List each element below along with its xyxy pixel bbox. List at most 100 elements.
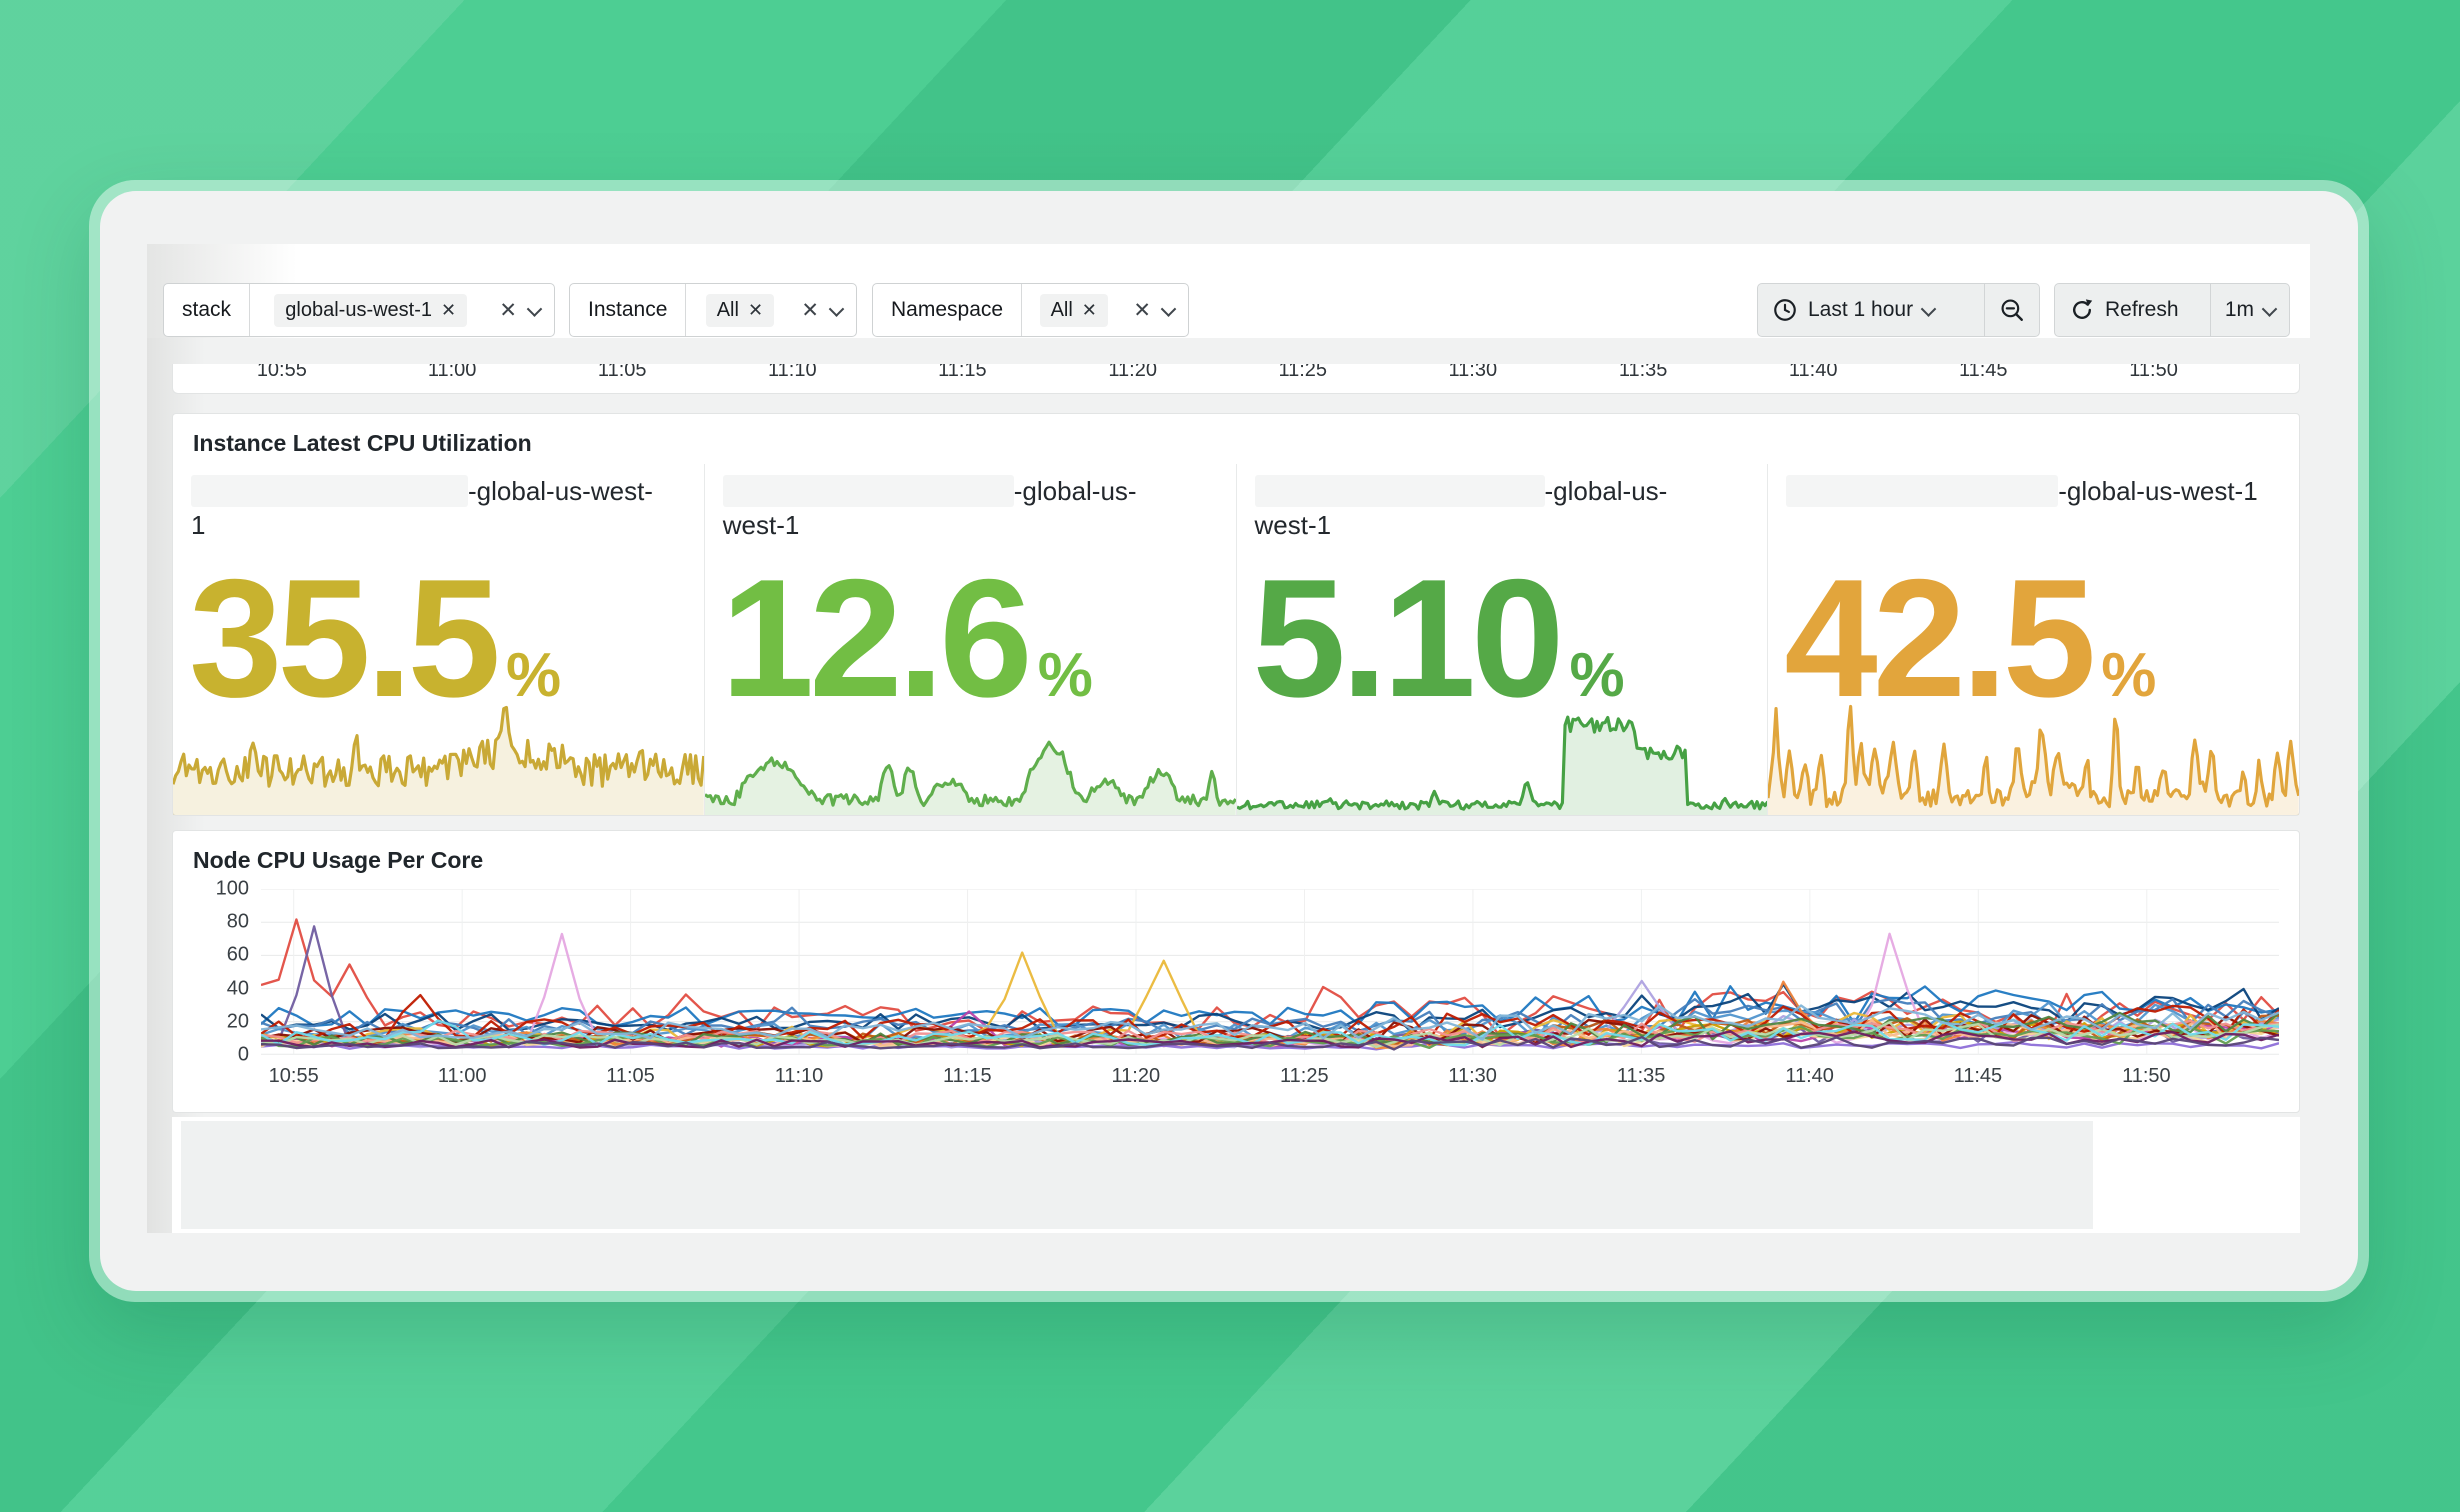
- clipped-panel-time-axis: 10:55 11:00 11:05 11:10 11:15 11:20 11:2…: [172, 364, 2300, 394]
- stat-sparkline: [1236, 715, 1768, 815]
- chevron-down-icon: [526, 300, 543, 317]
- filter-dropdown-caret[interactable]: [1155, 284, 1188, 336]
- x-tick: 11:15: [943, 1065, 992, 1087]
- filter-namespace-label: Namespace: [873, 284, 1023, 336]
- filter-namespace-value[interactable]: All ✕: [1022, 284, 1125, 336]
- panel-title[interactable]: Node CPU Usage Per Core: [193, 847, 484, 873]
- y-tick: 100: [215, 877, 249, 900]
- plot-area[interactable]: [261, 889, 2279, 1055]
- panel-title[interactable]: Instance Latest CPU Utilization: [193, 430, 532, 456]
- next-panel-row: [172, 1117, 2300, 1233]
- x-tick: 11:25: [1280, 1065, 1329, 1087]
- stat-cell: -global-us-west-1 5.10%: [1236, 464, 1769, 815]
- axis-tick: 11:05: [597, 364, 647, 381]
- chevron-down-icon: [1920, 300, 1937, 317]
- x-tick: 11:50: [2122, 1065, 2171, 1087]
- dashboard-surface: stack global-us-west-1 ✕ ✕ Instance All …: [100, 191, 2358, 1291]
- chip-remove-icon[interactable]: ✕: [1081, 299, 1097, 320]
- filter-stack-label: stack: [164, 284, 251, 336]
- axis-tick: 11:00: [427, 364, 477, 381]
- axis-tick: 11:50: [2129, 364, 2178, 381]
- stat-name: -global-us-west-1: [722, 475, 1137, 541]
- filter-chip-text: All: [1050, 298, 1073, 321]
- refresh-button[interactable]: Refresh: [2055, 284, 2210, 336]
- time-range-group: Last 1 hour: [1757, 283, 2040, 337]
- y-axis: 100 80 60 40 20 0: [197, 878, 249, 1066]
- stat-value: 42.5%: [1784, 544, 2157, 732]
- refresh-group: Refresh 1m: [2054, 283, 2290, 337]
- y-tick: 40: [226, 977, 249, 1000]
- filter-namespace: Namespace All ✕ ✕: [872, 283, 1189, 337]
- time-range-label: Last 1 hour: [1808, 298, 1914, 321]
- x-tick: 11:00: [437, 1065, 487, 1087]
- filter-clear-icon[interactable]: ✕: [801, 298, 819, 322]
- axis-tick: 11:25: [1278, 364, 1328, 381]
- x-tick: 11:35: [1616, 1065, 1666, 1087]
- filter-clear-icon[interactable]: ✕: [499, 298, 517, 322]
- redacted-text: [1254, 475, 1545, 507]
- axis-tick: 10:55: [256, 364, 307, 381]
- stat-cell: -global-us-west-1 42.5%: [1768, 464, 2299, 815]
- filter-stack-value[interactable]: global-us-west-1 ✕: [250, 284, 491, 336]
- x-tick: 11:05: [606, 1065, 655, 1087]
- chevron-down-icon: [828, 300, 845, 317]
- filter-chip-text: All: [716, 298, 739, 321]
- axis-tick: 11:15: [938, 364, 987, 381]
- x-tick: 11:45: [1953, 1065, 2003, 1087]
- filter-chip: All ✕: [1039, 293, 1108, 327]
- chip-remove-icon[interactable]: ✕: [747, 299, 764, 320]
- x-tick: 11:30: [1448, 1065, 1497, 1087]
- axis-tick: 11:35: [1618, 364, 1668, 381]
- stat-name: -global-us-west-1: [1786, 474, 2283, 508]
- stat-sparkline: [704, 740, 1236, 815]
- refresh-interval-value: 1m: [2224, 298, 2254, 321]
- axis-tick: 11:20: [1108, 364, 1157, 381]
- chevron-down-icon: [2261, 300, 2278, 317]
- x-tick: 10:55: [268, 1065, 319, 1087]
- refresh-interval-button[interactable]: 1m: [2209, 284, 2289, 336]
- filter-instance-label: Instance: [570, 284, 687, 336]
- stat-name: -global-us-west-1: [191, 475, 653, 541]
- stat-row: -global-us-west- 1 35.5% -global-us-west-…: [173, 464, 2299, 815]
- chip-remove-icon[interactable]: ✕: [441, 299, 457, 320]
- y-tick: 80: [226, 910, 249, 933]
- filter-dropdown-caret[interactable]: [521, 284, 554, 336]
- filter-chip-text: global-us-west-1: [285, 298, 433, 321]
- empty-panel-placeholder: [181, 1121, 2093, 1229]
- filter-instance-value[interactable]: All ✕: [686, 284, 793, 336]
- node-cpu-lines: [261, 889, 2279, 1055]
- refresh-icon: [2069, 297, 2095, 323]
- redacted-text: [722, 475, 1014, 507]
- stat-name: -global-us-west-1: [1254, 475, 1668, 541]
- redacted-text: [191, 475, 468, 507]
- node-cpu-chart: 100 80 60 40 20 0 10:55 11:00 11:05: [197, 878, 2279, 1091]
- axis-tick: 11:10: [768, 364, 817, 381]
- filter-instance: Instance All ✕ ✕: [569, 283, 857, 337]
- stat-value: 12.6%: [720, 544, 1093, 732]
- x-tick: 11:40: [1785, 1065, 1834, 1087]
- time-range-button[interactable]: Last 1 hour: [1758, 284, 1984, 336]
- filter-dropdown-caret[interactable]: [823, 284, 856, 336]
- x-axis: 10:55 11:00 11:05 11:10 11:15 11:20 11:2…: [261, 1055, 2279, 1091]
- filter-clear-icon[interactable]: ✕: [1133, 298, 1151, 322]
- x-tick: 11:20: [1111, 1065, 1161, 1087]
- clock-icon: [1772, 297, 1798, 323]
- filter-chip: global-us-west-1 ✕: [274, 293, 468, 327]
- panel-instance-latest-cpu: Instance Latest CPU Utilization -global-…: [172, 413, 2300, 816]
- y-tick: 60: [226, 943, 249, 966]
- stat-cell: -global-us-west-1 12.6%: [704, 464, 1237, 815]
- stat-sparkline: [173, 705, 704, 815]
- redacted-text: [1786, 475, 2059, 507]
- x-tick: 11:10: [774, 1065, 824, 1087]
- axis-tick: 11:30: [1448, 364, 1498, 381]
- filter-stack: stack global-us-west-1 ✕ ✕: [163, 283, 555, 337]
- zoom-out-button[interactable]: [1984, 284, 2039, 336]
- zoom-out-icon: [1999, 297, 2025, 323]
- axis-tick: 11:40: [1788, 364, 1838, 381]
- y-tick: 20: [226, 1010, 249, 1033]
- y-tick: 0: [237, 1043, 249, 1066]
- refresh-label: Refresh: [2105, 298, 2179, 321]
- stat-sparkline: [1768, 704, 2299, 815]
- chevron-down-icon: [1160, 300, 1177, 317]
